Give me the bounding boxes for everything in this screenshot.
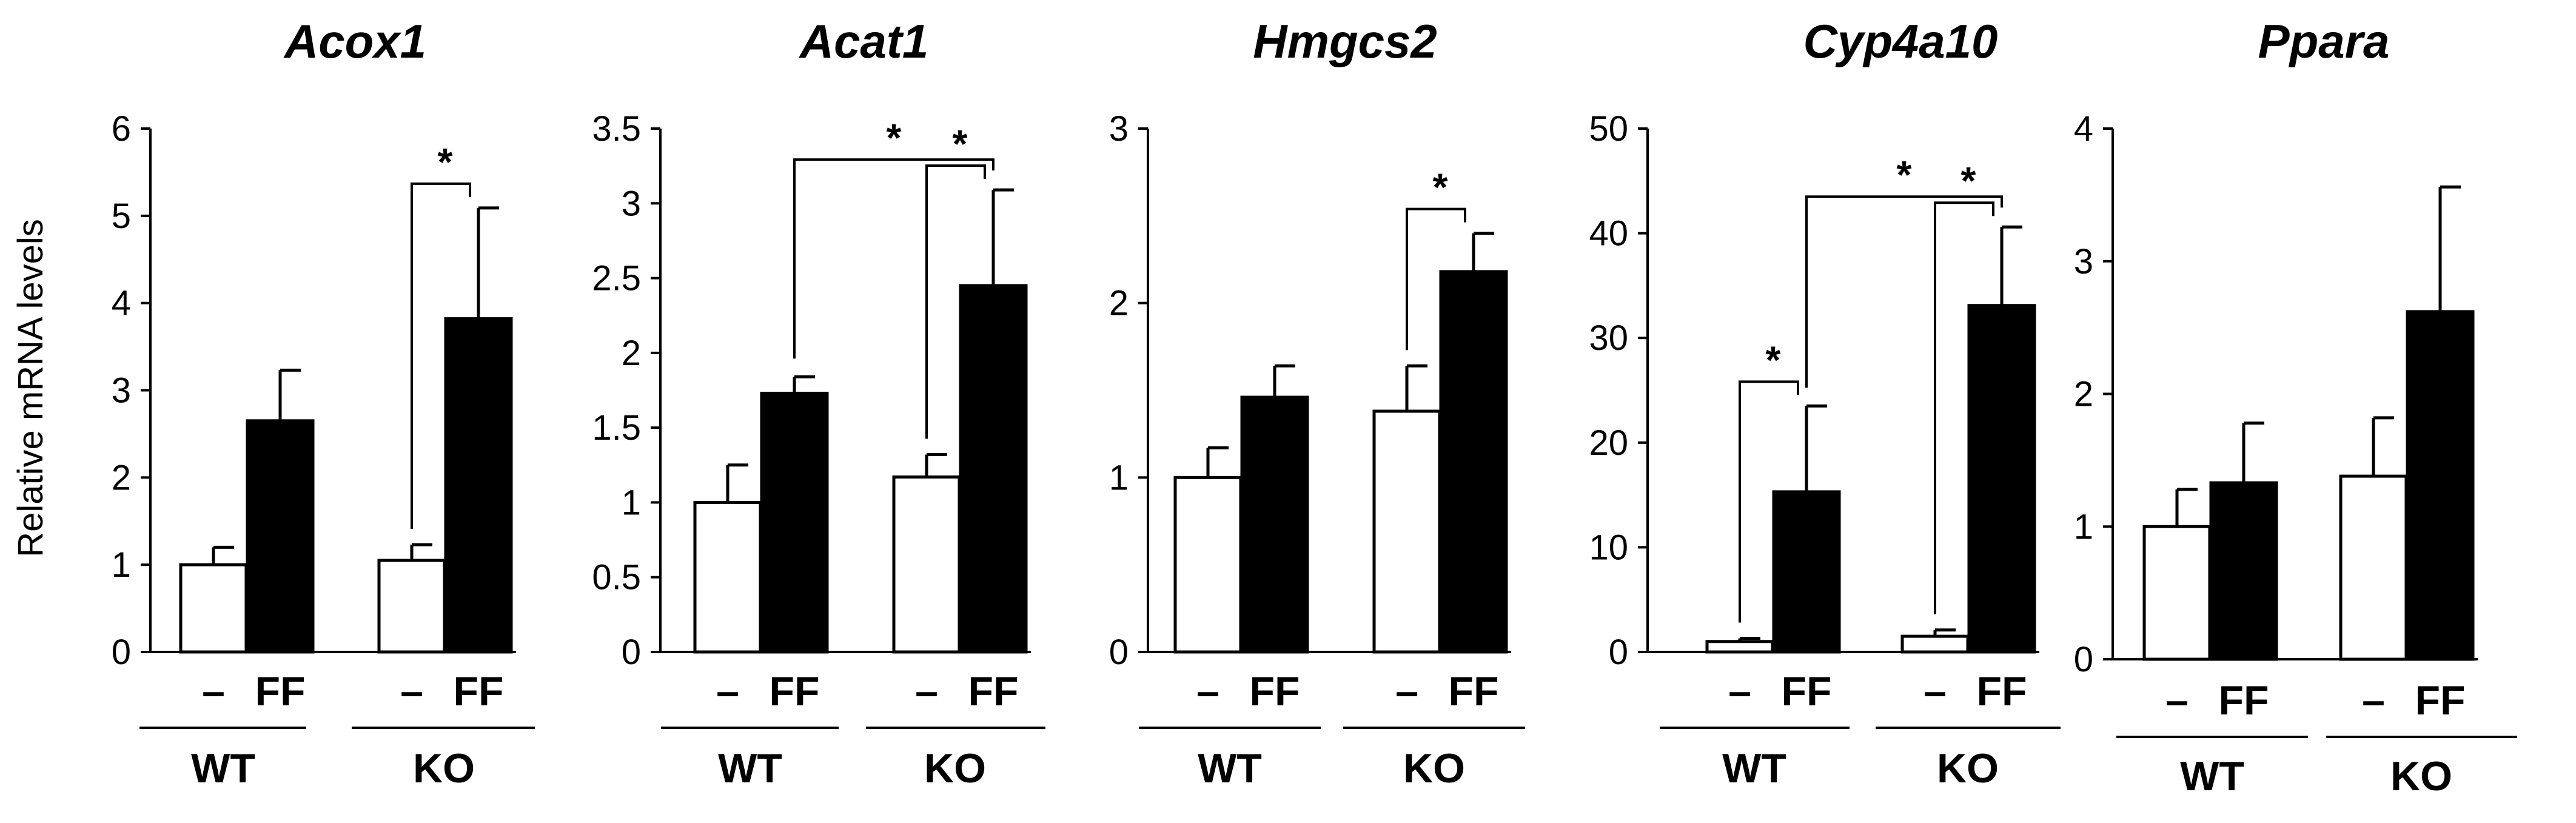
bar-cyp4a10-wt-ff	[1772, 490, 1841, 654]
y-axis-label: Relative mRNA levels	[11, 219, 50, 557]
panel-title-acox1: Acox1	[283, 15, 426, 68]
y-tick-label-acat1: 2.5	[592, 259, 641, 298]
group-label-ko: KO	[924, 745, 986, 791]
bar-cyp4a10-ko-control	[1900, 634, 1970, 654]
group-label-ko: KO	[1937, 745, 1999, 791]
treatment-label-control: –	[400, 668, 423, 714]
y-tick-label-acox1: 1	[112, 545, 131, 585]
group-label-wt: WT	[2180, 753, 2244, 799]
significance-marker-cyp4a10: *	[1766, 338, 1781, 381]
treatment-label-ff: FF	[1976, 668, 2027, 714]
y-tick-label-acox1: 3	[112, 371, 131, 411]
panel-title-acat1: Acat1	[799, 15, 928, 68]
y-tick-label-cyp4a10: 30	[1589, 318, 1628, 358]
significance-bracket-acox1	[411, 182, 471, 529]
group-label-wt: WT	[1722, 745, 1786, 791]
treatment-label-ff: FF	[769, 668, 819, 714]
treatment-label-control: –	[2165, 677, 2189, 724]
y-tick-label-cyp4a10: 0	[1609, 633, 1628, 672]
treatment-label-ff: FF	[968, 668, 1018, 714]
significance-bracket-acat1	[793, 158, 995, 359]
y-tick-label-cyp4a10: 10	[1589, 528, 1628, 567]
bar-ppara-ko-ff	[2406, 310, 2475, 661]
y-tick-label-ppara: 2	[2074, 375, 2093, 414]
treatment-label-control: –	[1395, 668, 1418, 714]
y-tick-label-acox1: 2	[112, 458, 131, 497]
treatment-label-control: –	[716, 668, 739, 714]
y-tick-label-acat1: 0.5	[592, 558, 641, 597]
group-label-ko: KO	[1403, 745, 1465, 791]
bar-acox1-ko-control	[377, 559, 446, 654]
bar-hmgcs2-ko-ff	[1439, 270, 1508, 654]
group-label-wt: WT	[1198, 745, 1262, 791]
y-tick-label-acox1: 4	[112, 284, 131, 323]
group-label-wt: WT	[191, 745, 255, 791]
significance-bracket-hmgcs2	[1406, 207, 1466, 351]
y-tick-label-acox1: 0	[112, 633, 131, 672]
significance-marker-cyp4a10: *	[1897, 153, 1912, 197]
significance-marker-acox1: *	[438, 140, 453, 184]
y-tick-label-hmgcs2: 3	[1109, 109, 1129, 149]
bar-acox1-ko-ff	[444, 317, 513, 654]
bar-acat1-wt-control	[693, 500, 762, 654]
significance-marker-acat1: *	[887, 116, 902, 160]
significance-bracket-cyp4a10	[1805, 195, 2003, 388]
bar-hmgcs2-ko-control	[1372, 409, 1441, 654]
y-tick-label-hmgcs2: 2	[1109, 284, 1129, 323]
bar-ppara-ko-control	[2339, 474, 2408, 661]
treatment-label-control: –	[202, 668, 225, 714]
bar-ppara-wt-ff	[2209, 481, 2278, 661]
y-tick-label-hmgcs2: 1	[1109, 458, 1129, 497]
y-tick-label-acat1: 0	[622, 633, 641, 672]
y-tick-label-acat1: 3.5	[592, 109, 641, 149]
bar-cyp4a10-ko-ff	[1967, 304, 2036, 654]
y-tick-label-acat1: 3	[622, 184, 641, 223]
y-tick-label-acox1: 6	[112, 109, 131, 149]
y-tick-label-ppara: 4	[2074, 109, 2093, 149]
y-tick-label-ppara: 1	[2074, 507, 2093, 546]
bar-cyp4a10-wt-control	[1705, 640, 1774, 654]
treatment-label-control: –	[1196, 668, 1219, 714]
y-tick-label-cyp4a10: 50	[1589, 109, 1628, 149]
treatment-label-ff: FF	[2415, 677, 2465, 724]
y-tick-label-ppara: 3	[2074, 242, 2093, 281]
panel-title-hmgcs2: Hmgcs2	[1253, 15, 1437, 68]
significance-bracket-cyp4a10	[1739, 380, 1799, 623]
bar-hmgcs2-wt-control	[1173, 475, 1243, 654]
y-tick-label-acox1: 5	[112, 197, 131, 236]
group-label-ko: KO	[2390, 753, 2452, 799]
treatment-label-ff: FF	[2218, 677, 2269, 724]
significance-bracket-acat1	[925, 164, 986, 439]
group-label-ko: KO	[413, 745, 475, 791]
y-tick-label-acat1: 2	[622, 334, 641, 373]
treatment-label-control: –	[915, 668, 938, 714]
significance-bracket-cyp4a10	[1934, 201, 1994, 614]
bar-hmgcs2-wt-ff	[1240, 395, 1309, 654]
bar-acat1-wt-ff	[760, 391, 829, 654]
y-tick-label-cyp4a10: 40	[1589, 214, 1628, 254]
bar-acat1-ko-ff	[959, 284, 1028, 654]
panel-title-ppara: Ppara	[2258, 15, 2390, 68]
treatment-label-control: –	[1728, 668, 1751, 714]
treatment-label-ff: FF	[1781, 668, 1831, 714]
treatment-label-ff: FF	[1448, 668, 1498, 714]
y-tick-label-ppara: 0	[2074, 640, 2093, 679]
bar-acox1-wt-ff	[246, 419, 315, 654]
y-tick-label-cyp4a10: 20	[1589, 423, 1628, 463]
panel-title-cyp4a10: Cyp4a10	[1803, 15, 1998, 68]
bar-acat1-ko-control	[892, 475, 961, 654]
y-tick-label-acat1: 1.5	[592, 408, 641, 448]
treatment-label-ff: FF	[453, 668, 503, 714]
treatment-label-control: –	[2362, 677, 2385, 724]
treatment-label-ff: FF	[1249, 668, 1300, 714]
treatment-label-ff: FF	[255, 668, 305, 714]
y-tick-label-acat1: 1	[622, 483, 641, 522]
treatment-label-control: –	[1924, 668, 1947, 714]
group-label-wt: WT	[718, 745, 782, 791]
significance-marker-hmgcs2: *	[1433, 166, 1448, 209]
y-tick-label-hmgcs2: 0	[1109, 633, 1129, 672]
bar-acox1-wt-control	[179, 563, 248, 654]
bar-ppara-wt-control	[2142, 525, 2212, 661]
